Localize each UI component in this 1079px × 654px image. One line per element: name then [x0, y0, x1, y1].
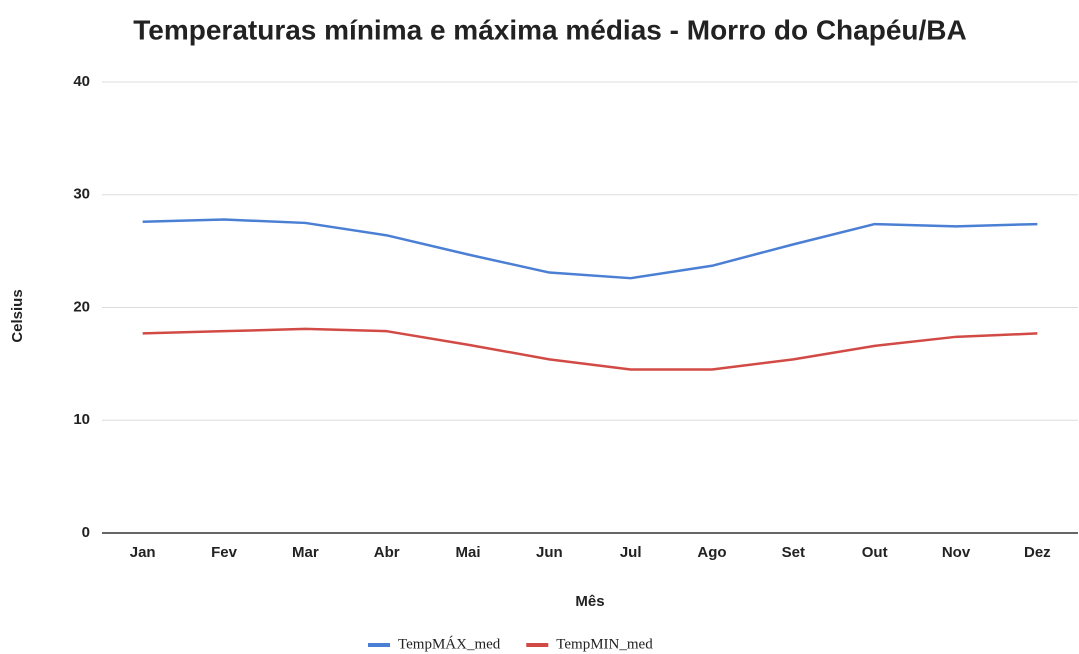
x-tick-label: Fev — [211, 544, 238, 561]
x-tick-label: Out — [862, 544, 888, 561]
x-tick-label: Abr — [374, 544, 400, 561]
x-axis-label: Mês — [575, 593, 604, 610]
y-axis-label: Celsius — [9, 289, 26, 342]
legend-label: TempMIN_med — [556, 636, 653, 652]
y-tick-label: 0 — [82, 524, 90, 541]
y-tick-label: 20 — [73, 298, 90, 315]
x-tick-label: Mai — [455, 544, 480, 561]
x-tick-label: Ago — [697, 544, 726, 561]
x-tick-label: Jun — [536, 544, 563, 561]
y-tick-label: 30 — [73, 186, 90, 203]
x-tick-label: Dez — [1024, 544, 1051, 561]
x-tick-label: Mar — [292, 544, 319, 561]
x-tick-label: Nov — [942, 544, 971, 561]
x-tick-label: Jul — [620, 544, 642, 561]
series-line — [142, 218, 1038, 280]
y-tick-label: 10 — [73, 411, 90, 428]
series-line — [142, 327, 1038, 371]
y-tick-label: 40 — [73, 73, 90, 90]
legend-label: TempMÁX_med — [398, 635, 501, 652]
x-tick-label: Jan — [130, 544, 156, 561]
chart-title: Temperaturas mínima e máxima médias - Mo… — [133, 14, 966, 45]
x-tick-label: Set — [782, 544, 805, 561]
